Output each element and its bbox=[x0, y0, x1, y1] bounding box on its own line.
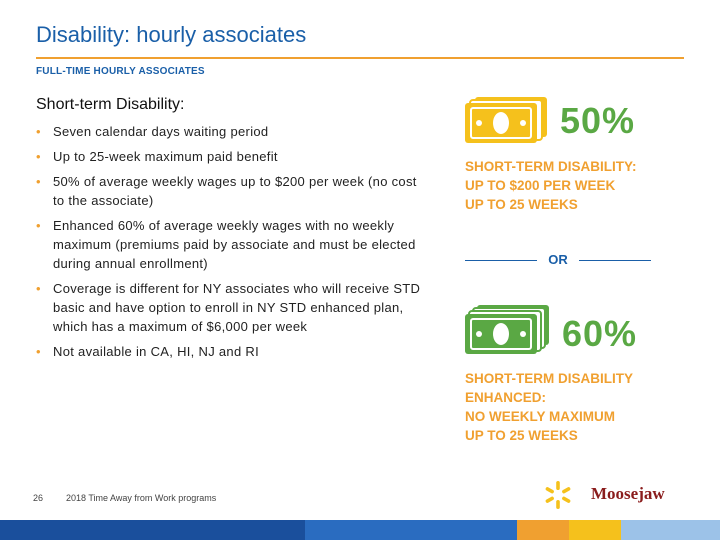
bullet-dot-icon: • bbox=[36, 149, 41, 164]
footer-text: 2018 Time Away from Work programs bbox=[66, 493, 217, 503]
bullet-text: Seven calendar days waiting period bbox=[53, 124, 269, 139]
bar-segment-yellow bbox=[569, 520, 621, 540]
or-separator: OR bbox=[465, 251, 651, 271]
bullet-dot-icon: • bbox=[36, 218, 41, 233]
bullet-text: Up to 25-week maximum paid benefit bbox=[53, 149, 278, 164]
bullet-text: Not available in CA, HI, NJ and RI bbox=[53, 344, 260, 359]
page-subtitle: FULL-TIME HOURLY ASSOCIATES bbox=[36, 66, 205, 77]
bullet-item: • Up to 25-week maximum paid benefit bbox=[36, 147, 431, 166]
bullet-dot-icon: • bbox=[36, 281, 41, 296]
enhanced-percent: 60% bbox=[562, 313, 638, 354]
bullet-dot-icon: • bbox=[36, 344, 41, 359]
bullet-item: • Coverage is different for NY associates… bbox=[36, 279, 431, 336]
basic-callout-text: SHORT-TERM DISABILITY: UP TO $200 PER WE… bbox=[465, 157, 637, 214]
bullet-item: • 50% of average weekly wages up to $200 … bbox=[36, 172, 431, 210]
basic-callout-line: UP TO $200 PER WEEK bbox=[465, 178, 616, 193]
enhanced-callout-line: UP TO 25 WEEKS bbox=[465, 428, 578, 443]
page-title: Disability: hourly associates bbox=[36, 22, 307, 47]
enhanced-callout-line: ENHANCED: bbox=[465, 390, 546, 405]
money-stack-yellow-icon bbox=[465, 97, 547, 143]
bullet-item: • Seven calendar days waiting period bbox=[36, 122, 431, 141]
walmart-spark-icon bbox=[545, 481, 571, 509]
footer-color-bar bbox=[0, 520, 720, 540]
enhanced-callout-line: SHORT-TERM DISABILITY bbox=[465, 371, 633, 386]
bullet-dot-icon: • bbox=[36, 174, 41, 189]
section-heading: Short-term Disability: bbox=[36, 96, 185, 113]
bar-segment-blue bbox=[305, 520, 517, 540]
basic-percent: 50% bbox=[560, 100, 636, 141]
bullet-text: 50% of average weekly wages up to $200 p… bbox=[53, 174, 417, 208]
page-number: 26 bbox=[33, 493, 44, 503]
or-line-left bbox=[465, 260, 537, 261]
moosejaw-logo: Moosejaw bbox=[591, 484, 665, 503]
bullet-text: Enhanced 60% of average weekly wages wit… bbox=[53, 218, 416, 271]
bullet-dot-icon: • bbox=[36, 124, 41, 139]
bullet-item: • Enhanced 60% of average weekly wages wi… bbox=[36, 216, 431, 273]
enhanced-callout-text: SHORT-TERM DISABILITY ENHANCED: NO WEEKL… bbox=[465, 369, 633, 445]
money-stack-green-icon bbox=[465, 305, 549, 354]
title-divider bbox=[36, 57, 684, 59]
or-label: OR bbox=[548, 252, 568, 267]
bar-segment-orange bbox=[517, 520, 569, 540]
or-line-right bbox=[579, 260, 651, 261]
bullet-text: Coverage is different for NY associates … bbox=[53, 281, 421, 334]
basic-callout-line: UP TO 25 WEEKS bbox=[465, 197, 578, 212]
bullet-list: • Seven calendar days waiting period • Up … bbox=[36, 122, 431, 367]
basic-callout-line: SHORT-TERM DISABILITY: bbox=[465, 159, 637, 174]
bar-segment-navy bbox=[0, 520, 305, 540]
enhanced-callout-line: NO WEEKLY MAXIMUM bbox=[465, 409, 616, 424]
bullet-item: • Not available in CA, HI, NJ and RI bbox=[36, 342, 431, 361]
bar-segment-lightblue bbox=[621, 520, 720, 540]
